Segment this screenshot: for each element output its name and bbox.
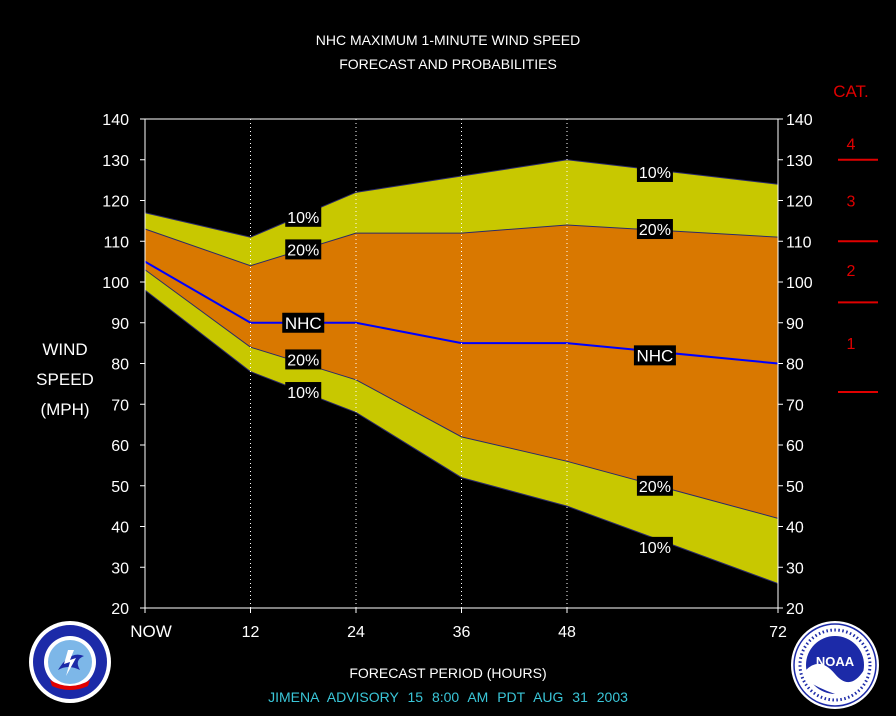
y-axis-label-line3: (MPH) xyxy=(40,400,90,419)
curve-label-10-percent: 10% xyxy=(636,536,673,557)
line-lower-10-percent xyxy=(144,289,779,585)
curve-label-box xyxy=(282,312,325,333)
curve-label-box xyxy=(636,219,673,240)
category-label-1: 1 xyxy=(847,336,856,353)
curve-label-box xyxy=(285,382,322,403)
y-tick-label-right: 20 xyxy=(786,601,804,618)
y-tick-label-left: 120 xyxy=(102,194,129,211)
y-tick-label-right: 120 xyxy=(786,194,813,211)
curve-label-box xyxy=(285,349,322,370)
x-tick-label: 12 xyxy=(242,624,260,641)
y-tick-label-right: 30 xyxy=(786,560,804,577)
line-upper-10-percent xyxy=(144,159,779,238)
chart-title: NHC MAXIMUM 1-MINUTE WIND SPEED xyxy=(315,32,581,48)
y-tick-label-left: 110 xyxy=(103,234,129,251)
y-tick-label-right: 70 xyxy=(786,397,804,414)
y-axis-label-line2: SPEED xyxy=(36,370,94,389)
curve-label-text: 20% xyxy=(287,352,319,369)
curve-label-text: 10% xyxy=(287,385,319,402)
y-tick-label-left: 90 xyxy=(111,316,129,333)
curve-label-box xyxy=(636,161,673,182)
y-tick-label-right: 90 xyxy=(786,316,804,333)
curve-label-10-percent: 10% xyxy=(636,161,673,182)
y-tick-label-left: 70 xyxy=(111,397,129,414)
curve-label-20-percent: 20% xyxy=(636,219,673,240)
curve-label-box xyxy=(285,239,322,260)
curve-label-text: 10% xyxy=(287,210,319,227)
y-tick-label-left: 140 xyxy=(102,112,129,129)
curve-label-text: 20% xyxy=(639,479,671,496)
y-tick-label-right: 110 xyxy=(786,234,812,251)
curve-label-text: 20% xyxy=(639,222,671,239)
curve-label-box xyxy=(633,345,676,366)
y-tick-label-right: 40 xyxy=(786,520,804,537)
y-tick-label-left: 80 xyxy=(111,357,129,374)
curve-label-text: 10% xyxy=(639,165,671,182)
curve-label-10-percent: 10% xyxy=(285,206,322,227)
y-tick-label-right: 100 xyxy=(786,275,813,292)
y-tick-label-left: 40 xyxy=(111,520,129,537)
curve-label-nhc: NHC xyxy=(633,345,676,366)
curve-label-text: NHC xyxy=(636,346,673,365)
y-tick-label-left: 30 xyxy=(111,560,129,577)
y-tick-label-right: 130 xyxy=(786,153,813,170)
curve-label-box xyxy=(636,475,673,496)
y-tick-label-left: 50 xyxy=(111,479,129,496)
y-tick-label-right: 50 xyxy=(786,479,804,496)
category-label-4: 4 xyxy=(847,136,856,153)
curve-label-text: 10% xyxy=(639,540,671,557)
x-tick-label: 48 xyxy=(558,624,576,641)
svg-text:NOAA: NOAA xyxy=(816,654,855,669)
curve-label-nhc: NHC xyxy=(282,312,325,333)
x-axis-title: FORECAST PERIOD (HOURS) xyxy=(349,665,547,681)
y-tick-label-left: 20 xyxy=(111,601,129,618)
curve-label-10-percent: 10% xyxy=(285,382,322,403)
category-scale-title: CAT. xyxy=(833,82,869,101)
y-axis-label-line1: WIND xyxy=(42,340,88,359)
chart-subtitle: FORECAST AND PROBABILITIES xyxy=(339,56,557,72)
x-tick-label: 36 xyxy=(453,624,471,641)
line-lower-20-percent xyxy=(144,269,779,519)
advisory-footer: JIMENA ADVISORY 15 8:00 AM PDT AUG 31 20… xyxy=(268,689,628,705)
curve-label-text: NHC xyxy=(285,314,322,333)
line-upper-20-percent xyxy=(144,224,779,267)
x-tick-label: NOW xyxy=(130,622,172,641)
curve-label-20-percent: 20% xyxy=(285,349,322,370)
x-tick-label: 24 xyxy=(347,624,365,641)
y-tick-label-right: 140 xyxy=(786,112,813,129)
category-label-2: 2 xyxy=(847,263,856,280)
curve-label-20-percent: 20% xyxy=(285,239,322,260)
y-tick-label-left: 130 xyxy=(102,153,129,170)
category-label-3: 3 xyxy=(847,194,856,211)
y-tick-label-left: 60 xyxy=(111,438,129,455)
y-tick-label-right: 60 xyxy=(786,438,804,455)
noaa-logo: NOAA xyxy=(791,621,879,709)
curve-label-box xyxy=(636,536,673,557)
line-nhc-forecast xyxy=(144,260,779,365)
curve-label-text: 20% xyxy=(287,242,319,259)
curve-label-box xyxy=(285,206,322,227)
y-tick-label-left: 100 xyxy=(102,275,129,292)
curve-label-20-percent: 20% xyxy=(636,475,673,496)
x-tick-label: 72 xyxy=(769,624,787,641)
nws-logo xyxy=(29,621,111,703)
y-tick-label-right: 80 xyxy=(786,357,804,374)
